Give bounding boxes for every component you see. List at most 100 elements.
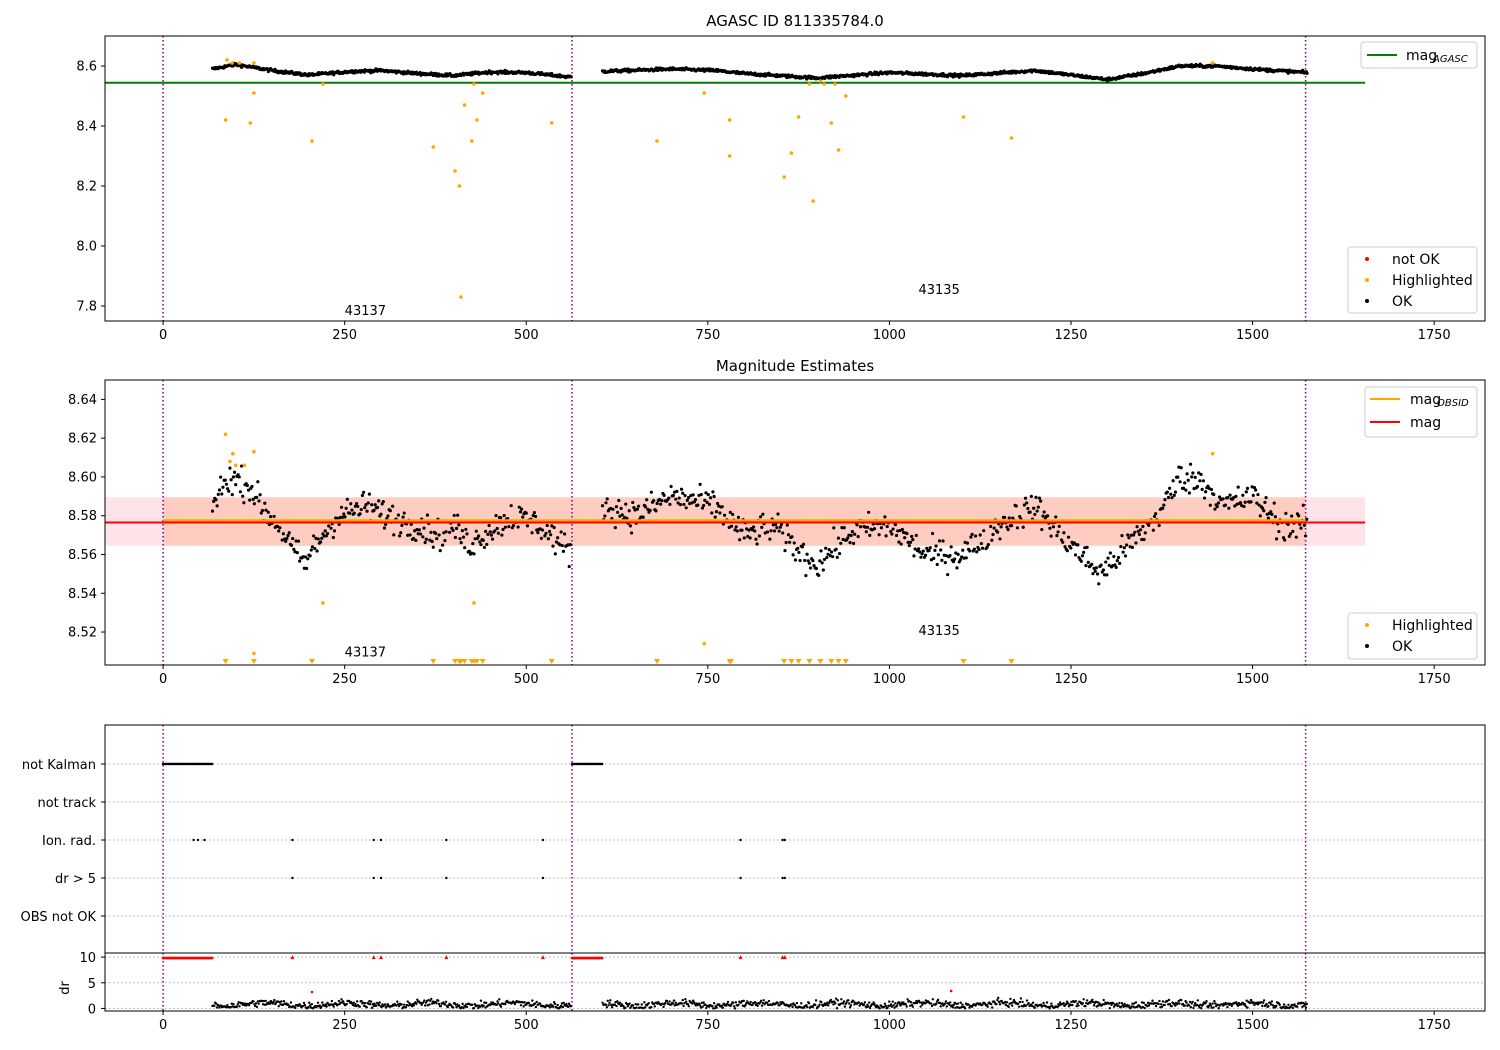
dr-ok-point — [303, 1003, 307, 1007]
ok-point — [832, 526, 836, 530]
ok-point — [463, 546, 467, 550]
ok-point — [969, 535, 973, 539]
ok-point — [256, 480, 260, 484]
dr-ok-point — [883, 1002, 887, 1006]
ok-point — [779, 522, 784, 526]
dr-ok-point — [650, 1005, 653, 1009]
ok-point — [567, 564, 571, 569]
ok-point — [618, 514, 622, 518]
ok-point — [1121, 550, 1125, 554]
ok-point — [1161, 506, 1165, 510]
ok-point — [1063, 545, 1067, 549]
dr-ok-point — [761, 1001, 765, 1005]
ok-point — [234, 482, 238, 487]
dr-ok-point — [1017, 1005, 1021, 1008]
clipped-marker — [728, 659, 735, 664]
ok-point — [1218, 495, 1222, 499]
dr-ok-point — [914, 1001, 917, 1005]
ok-point — [365, 509, 369, 513]
ok-point — [232, 470, 237, 474]
dr-ok-point — [1253, 1003, 1256, 1007]
highlighted-point — [252, 61, 256, 65]
panel2-plot-area: 43137 43135 — [105, 380, 1366, 665]
ok-point — [259, 511, 263, 515]
ok-point — [973, 534, 978, 538]
ok-point — [858, 525, 863, 529]
ok-point — [1126, 533, 1130, 537]
ok-point — [458, 537, 462, 541]
ok-point — [1026, 506, 1030, 511]
dr-ok-point — [653, 1005, 657, 1008]
ok-point — [397, 534, 402, 538]
dr-ok-point — [549, 1003, 552, 1006]
highlighted-point — [480, 91, 485, 95]
dr-ok-point — [751, 1003, 754, 1007]
ok-point — [720, 505, 724, 509]
dr-ytick-label: 10 — [79, 951, 96, 966]
ok-point — [1233, 504, 1237, 508]
ok-point — [302, 566, 306, 570]
dr-ok-point — [895, 1004, 899, 1007]
ok-point — [1188, 462, 1193, 466]
panel1-ytick-label: 8.2 — [76, 180, 97, 195]
ok-point — [847, 533, 851, 537]
panel1-xtick-label: 1750 — [1418, 328, 1451, 343]
ok-point — [948, 553, 952, 558]
dr-ok-point — [1236, 1004, 1240, 1008]
ok-point — [1166, 495, 1171, 500]
dr-ok-point — [886, 1006, 889, 1009]
dr-ok-point — [1267, 1004, 1270, 1008]
ok-point — [964, 556, 968, 560]
dr-ok-point — [308, 1004, 312, 1007]
dr-ok-point — [1004, 1003, 1008, 1007]
ok-point — [1193, 475, 1197, 479]
ok-point — [472, 552, 476, 556]
dr-ok-point — [767, 999, 771, 1003]
ok-point — [923, 553, 928, 557]
ok-point — [509, 504, 513, 508]
panel-title: AGASC ID 811335784.0 — [706, 12, 884, 30]
ok-point — [552, 525, 556, 530]
ok-point — [914, 533, 918, 538]
dr-ok-point — [444, 1003, 447, 1006]
dr-ok-point — [1017, 1002, 1020, 1005]
ok-point — [754, 537, 758, 541]
dr-ok-point — [415, 1002, 418, 1006]
ok-point — [1054, 515, 1058, 519]
ok-point — [411, 536, 416, 541]
ok-point — [453, 535, 457, 540]
ok-point — [229, 478, 233, 482]
ok-point — [306, 557, 310, 561]
dr-ok-point — [465, 1005, 469, 1009]
dr-ok-point — [967, 1003, 970, 1006]
dr-ok-point — [1108, 1006, 1111, 1010]
legend-status: not OK Highlighted OK — [1347, 246, 1478, 314]
ok-point — [1009, 524, 1014, 528]
panel2-xtick-label: 1750 — [1418, 672, 1451, 687]
ok-point — [1251, 493, 1255, 497]
dr-ok-point — [320, 1005, 323, 1008]
ok-point — [918, 550, 922, 554]
dr-ok-point — [806, 1006, 809, 1009]
dr-ok-point — [897, 1001, 901, 1004]
ok-point — [337, 522, 341, 526]
dr-ok-point — [566, 1005, 570, 1009]
ok-point — [1234, 494, 1238, 498]
ok-point — [289, 543, 294, 547]
ok-point — [551, 544, 555, 548]
ok-point — [884, 534, 888, 538]
dr-ok-point — [635, 1006, 638, 1009]
dr-ok-point — [416, 998, 419, 1001]
legend-subscript: AGASC — [1432, 54, 1468, 65]
ok-point — [421, 535, 425, 539]
ok-point — [1086, 560, 1090, 564]
ok-point — [1080, 554, 1085, 558]
dr-ok-point — [1221, 1004, 1225, 1007]
dr-ok-point — [400, 1003, 403, 1006]
dr-ok-point — [332, 1005, 335, 1008]
ok-point — [1187, 491, 1191, 495]
dr-ok-point — [730, 1003, 733, 1006]
ok-point — [286, 533, 290, 538]
dr-ok-point — [345, 1002, 348, 1006]
ok-point — [1061, 540, 1065, 544]
